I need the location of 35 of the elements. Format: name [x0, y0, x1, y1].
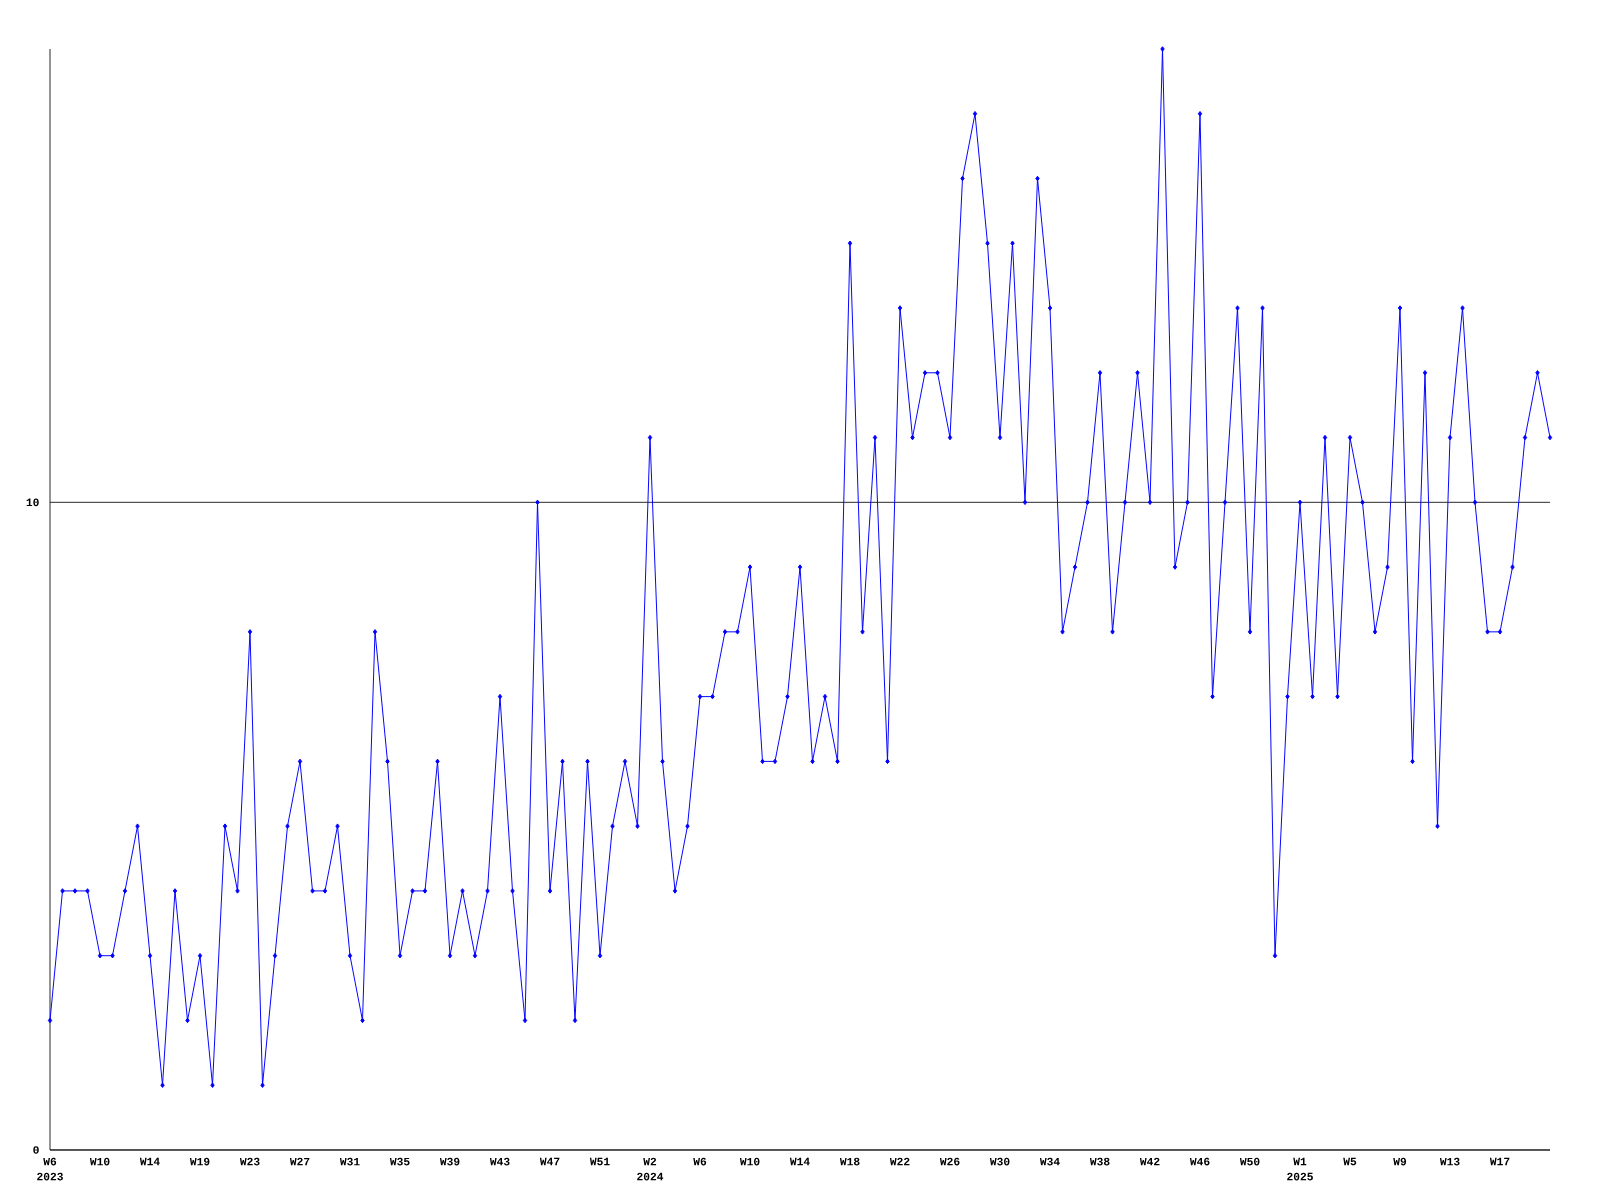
x-tick-label: W23: [239, 1157, 260, 1166]
x-tick-label: W10: [739, 1157, 760, 1166]
x-tick-label: W26: [939, 1157, 960, 1166]
x-tick-label: W43: [489, 1157, 510, 1166]
x-tick-label: W51: [589, 1157, 610, 1166]
x-tick-label: W42: [1139, 1157, 1160, 1166]
x-tick-label: W6: [693, 1157, 707, 1166]
x-tick-label: W5: [1343, 1157, 1357, 1166]
x-tick-label: W1: [1293, 1157, 1307, 1166]
x-tick-label: W2: [643, 1157, 657, 1166]
x-tick-label: W47: [539, 1157, 560, 1166]
x-tick-label: W34: [1039, 1157, 1060, 1166]
y-tick-label: 0: [33, 1146, 39, 1154]
x-tick-label: W9: [1393, 1157, 1407, 1166]
x-tick-label: W18: [839, 1157, 860, 1166]
x-tick-label: W14: [139, 1157, 160, 1166]
x-tick-label: W22: [889, 1157, 910, 1166]
x-tick-label: W17: [1489, 1157, 1510, 1166]
text: 2023: [37, 1172, 63, 1181]
x-tick-label: W46: [1189, 1157, 1210, 1166]
x-tick-label: W50: [1239, 1157, 1260, 1166]
x-tick-label: W27: [289, 1157, 310, 1166]
x-tick-label: W38: [1089, 1157, 1110, 1166]
text: 2024: [637, 1172, 664, 1181]
x-tick-label: W14: [789, 1157, 810, 1166]
x-tick-label: W39: [439, 1157, 460, 1166]
x-tick-label: W13: [1439, 1157, 1460, 1166]
x-tick-label: W31: [339, 1157, 360, 1166]
y-tick-label: 10: [26, 498, 39, 507]
text: 2025: [1287, 1172, 1313, 1181]
x-tick-label: W19: [189, 1157, 210, 1166]
x-tick-label: W6: [43, 1157, 57, 1166]
x-tick-label: W10: [89, 1157, 110, 1166]
x-tick-label: W30: [989, 1157, 1010, 1166]
x-tick-label: W35: [389, 1157, 410, 1166]
